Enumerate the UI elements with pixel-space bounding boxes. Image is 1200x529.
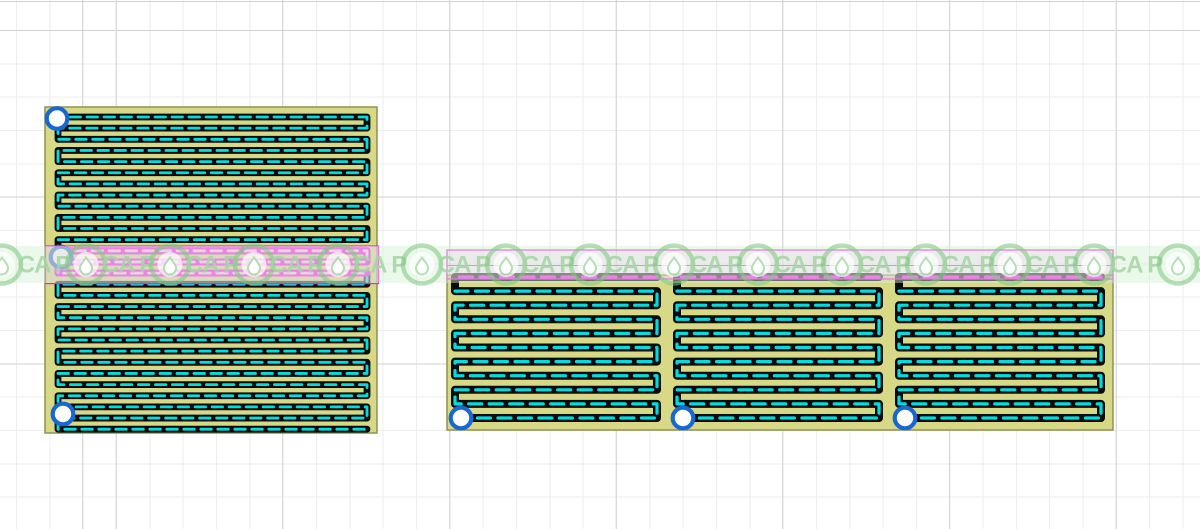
water-drop-icon [330, 255, 346, 276]
watermark-text: CA P [354, 252, 407, 279]
watermark-text: CA P [942, 252, 995, 279]
watermark-text: CA P [606, 252, 659, 279]
water-drop-icon [498, 255, 514, 276]
watermark-text: CA P [1026, 252, 1079, 279]
watermark-text: CA P [438, 252, 491, 279]
water-drop-icon [414, 255, 430, 276]
water-drop-icon [246, 255, 262, 276]
watermark-logo-icon [148, 243, 192, 286]
watermark-logo-icon [232, 243, 276, 286]
watermark-logo-icon [484, 243, 528, 286]
watermark-text: CA P [18, 252, 71, 279]
water-drop-icon [162, 255, 178, 276]
watermark-logo-icon [316, 243, 360, 286]
watermark-logo-icon [1072, 243, 1116, 286]
water-drop-icon [750, 255, 766, 276]
water-drop-icon [1170, 255, 1186, 276]
watermark-text: CA P [690, 252, 743, 279]
watermark-text: CA P [522, 252, 575, 279]
via[interactable] [892, 405, 918, 431]
watermark-text: CA P [774, 252, 827, 279]
watermark-text: CA P [270, 252, 323, 279]
watermark-logo-icon [568, 243, 612, 286]
watermark-text: CA P [858, 252, 911, 279]
via[interactable] [448, 405, 474, 431]
via[interactable] [44, 106, 70, 131]
water-drop-icon [918, 255, 934, 276]
watermark-text: CA P [1110, 252, 1163, 279]
watermark-logo-icon [988, 243, 1032, 286]
watermark-logo-icon [820, 243, 864, 286]
watermark-text: CA P [1194, 252, 1200, 279]
watermark-logo-icon [64, 243, 108, 286]
via[interactable] [670, 405, 696, 431]
water-drop-icon [582, 255, 598, 276]
watermark-text: CA P [186, 252, 239, 279]
water-drop-icon [666, 255, 682, 276]
watermark-logo-icon [904, 243, 948, 286]
watermark-text: CA P [102, 252, 155, 279]
water-drop-icon [1086, 255, 1102, 276]
water-drop-icon [0, 255, 10, 276]
right-heater-board[interactable] [446, 273, 1114, 431]
watermark-logo-icon [1156, 243, 1200, 286]
watermark-overlay: CA P CA P CA P CA P CA P CA P CA P CA P CA P CA P… [0, 243, 1200, 286]
water-drop-icon [1002, 255, 1018, 276]
watermark-logo-icon [0, 243, 24, 286]
watermark-logo-icon [400, 243, 444, 286]
via[interactable] [50, 401, 76, 427]
water-drop-icon [834, 255, 850, 276]
watermark-logo-icon [736, 243, 780, 286]
watermark-logo-icon [652, 243, 696, 286]
water-drop-icon [78, 255, 94, 276]
